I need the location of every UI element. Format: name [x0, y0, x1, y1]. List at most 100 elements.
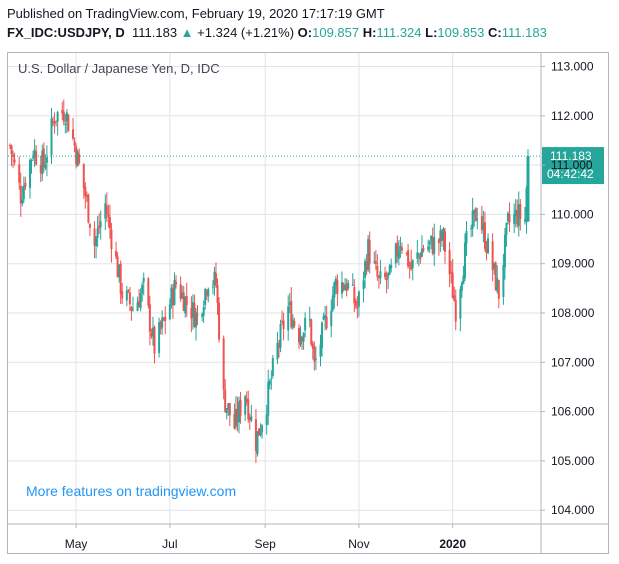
candle-body [72, 129, 75, 139]
candle-body [182, 292, 185, 312]
chart-frame[interactable] [7, 52, 609, 554]
candle-body [454, 300, 457, 322]
candle-body [314, 358, 317, 360]
candle-body [173, 279, 176, 305]
candle-body [84, 186, 87, 196]
candle-body [513, 214, 516, 224]
open-value: 109.857 [312, 25, 360, 40]
candle-body [419, 254, 422, 260]
y-tick-label: 110.000 [551, 207, 594, 221]
candle-body [525, 188, 528, 223]
candle-body [379, 271, 382, 279]
y-tick-label: 111.000 [551, 158, 593, 172]
candle-body [62, 111, 65, 122]
candle-body [35, 151, 38, 165]
candle-body [448, 249, 451, 275]
candle-body [277, 344, 280, 346]
candle-body [164, 316, 167, 322]
candle-body [422, 248, 425, 251]
candle-body [239, 399, 242, 416]
change-arrow-icon: ▲ [180, 25, 194, 40]
candle-body [487, 238, 490, 254]
candle-body [30, 159, 33, 162]
candle-body [55, 120, 58, 122]
candle-body [39, 164, 42, 174]
low-value: 109.853 [437, 25, 485, 40]
candle-body [204, 288, 207, 305]
candle-body [330, 310, 333, 327]
candle-body [331, 295, 334, 311]
candle-body [407, 249, 410, 267]
candle-body [508, 214, 511, 223]
y-tick-label: 105.000 [551, 454, 595, 468]
candle-body [142, 277, 145, 283]
candle-body [116, 256, 119, 278]
candle-body [288, 302, 291, 305]
published-line: Published on TradingView.com, February 1… [7, 6, 385, 21]
candle-body [365, 261, 368, 271]
candle-body [41, 150, 44, 175]
candle-body [483, 222, 486, 249]
candle-body [138, 300, 141, 307]
candle-body [10, 145, 13, 154]
candle-body [310, 319, 313, 345]
candle-body [480, 216, 483, 231]
candle-body [405, 252, 408, 254]
candle-body [353, 286, 356, 304]
candle-body [390, 264, 393, 269]
candle-body [148, 304, 151, 333]
candle-body [127, 290, 130, 292]
candle-body [308, 319, 311, 321]
countdown-label: 04:42:42 [547, 167, 594, 181]
candle-body [95, 237, 98, 247]
promo-link[interactable]: More features on tradingview.com [26, 483, 236, 499]
x-tick-label: Nov [348, 537, 369, 551]
candle-body [28, 160, 31, 188]
candle-body [22, 185, 25, 200]
candle-body [162, 318, 165, 320]
candle-body [471, 210, 474, 229]
time-axis: May Jul Sep Nov 2020 [8, 523, 608, 551]
candle-body [485, 248, 488, 253]
candle-body [388, 265, 391, 275]
candle-body [476, 218, 479, 220]
candle-body [21, 199, 24, 204]
candle-body [336, 279, 339, 294]
candle-body [78, 154, 81, 164]
candle-body [168, 304, 171, 320]
candle-body [496, 278, 499, 292]
candle-body [304, 317, 307, 331]
candle-body [64, 123, 67, 125]
candle-body [184, 297, 187, 314]
candle-body [125, 290, 128, 301]
candle-body [474, 208, 477, 222]
candles [9, 99, 530, 464]
close-label: C: [488, 25, 502, 40]
candle-body [373, 261, 376, 263]
candle-body [463, 242, 466, 279]
candle-body [33, 149, 36, 158]
last-price-tag [542, 147, 604, 185]
candle-body [437, 239, 440, 244]
candle-body [254, 419, 257, 452]
candle-body [247, 399, 250, 420]
candle-body [519, 204, 522, 219]
candle-body [387, 272, 390, 278]
chart-title: U.S. Dollar / Japanese Yen, D, IDC [18, 61, 220, 76]
y-tick-label: 109.000 [551, 257, 595, 271]
candle-body [470, 228, 473, 230]
candle-body [136, 302, 139, 311]
candle-body [245, 398, 248, 403]
candle-body [214, 273, 217, 285]
candle-body [341, 281, 344, 294]
candle-body [442, 228, 445, 241]
candle-body [271, 358, 274, 377]
candle-body [268, 380, 271, 385]
candle-body [56, 112, 59, 122]
candle-body [175, 281, 178, 285]
candle-body [234, 408, 237, 427]
candle-body [207, 288, 210, 297]
candle-body [12, 154, 15, 158]
candle-body [32, 157, 35, 159]
